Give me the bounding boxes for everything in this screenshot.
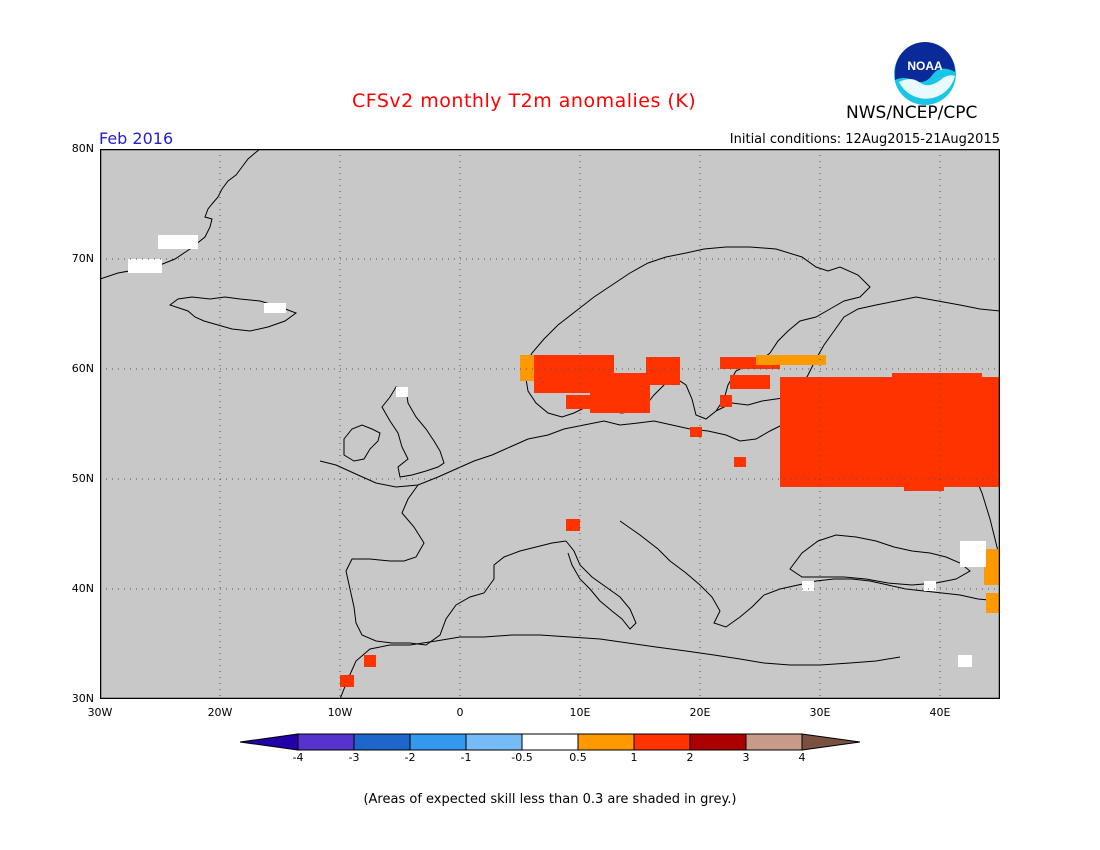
lat-label: 60N [71,362,94,375]
anomaly-cell [892,373,982,385]
anomaly-cell [590,373,650,413]
agency-label: NWS/NCEP/CPC [846,103,978,123]
anomaly-cell [158,235,198,249]
colorbar-tick: -2 [404,751,416,764]
anomaly-cell [364,655,376,667]
graticule [100,149,1000,699]
chart-title: CFSv2 monthly T2m anomalies (K) [352,90,697,112]
footnote: (Areas of expected skill less than 0.3 a… [363,792,737,807]
colorbar-tick: 1 [630,751,638,764]
anomaly-cell [720,395,732,407]
colorbar-segment [297,733,355,751]
colorbar-segment [521,733,579,751]
anomaly-cell [128,259,162,273]
colorbar-segment [689,733,747,751]
lat-label: 50N [71,472,94,485]
colorbar-tick: 0.5 [569,751,587,764]
target-month-label: Feb 2016 [99,129,174,148]
lon-label: 10E [569,706,591,719]
anomaly-cell [690,427,702,437]
colorbar-segment [409,733,467,751]
lon-label: 30W [87,706,113,719]
anomaly-cell [802,581,814,591]
anomaly-cell [834,449,894,461]
lat-label: 30N [71,692,94,705]
colorbar-tick: 3 [742,751,750,764]
colorbar-segment [465,733,523,751]
lat-label: 80N [71,142,94,155]
lon-label: 20W [207,706,233,719]
colorbar-segment [801,733,861,751]
anomaly-cell [734,457,746,467]
lon-label: 20E [689,706,711,719]
colorbar-segment [240,733,299,751]
lon-label: 40E [929,706,951,719]
anomaly-cell [566,395,590,409]
colorbar-segment [633,733,691,751]
initial-conditions-label: Initial conditions: 12Aug2015-21Aug2015 [729,132,1000,147]
anomaly-cell [520,355,534,381]
colorbar-tick: -1 [460,751,472,764]
colorbar-tick: -3 [348,751,360,764]
anomaly-cell [756,355,826,365]
colorbar-segment [577,733,635,751]
anomaly-cell [264,303,286,313]
colorbar-tick: 2 [686,751,694,764]
anomaly-cell [958,655,972,667]
lon-label: 0 [456,706,464,719]
anomaly-cell [986,593,1000,613]
colorbar-tick: -4 [292,751,304,764]
colorbar-tick: 4 [798,751,806,764]
anomaly-cell [730,375,770,389]
anomaly-map [100,149,1000,699]
colorbar-segment [353,733,411,751]
colorbar [240,733,861,751]
anomaly-cell [646,357,680,385]
anomaly-cell [984,549,1000,585]
anomaly-cell [960,541,986,567]
colorbar-segment [745,733,803,751]
svg-text:NOAA: NOAA [907,59,943,73]
noaa-logo: NOAA [893,42,957,106]
anomaly-cell [790,425,804,439]
anomaly-cell [924,581,936,591]
anomaly-shading [128,235,1000,687]
colorbar-tick: -0.5 [511,751,533,764]
anomaly-cell [340,675,354,687]
coastlines [100,149,1000,699]
lon-label: 10W [327,706,353,719]
map-frame [100,149,1000,699]
anomaly-cell [904,481,944,491]
lon-label: 30E [809,706,831,719]
lat-label: 40N [71,582,94,595]
anomaly-cell [396,387,408,397]
anomaly-cell [566,519,580,531]
lat-label: 70N [71,252,94,265]
